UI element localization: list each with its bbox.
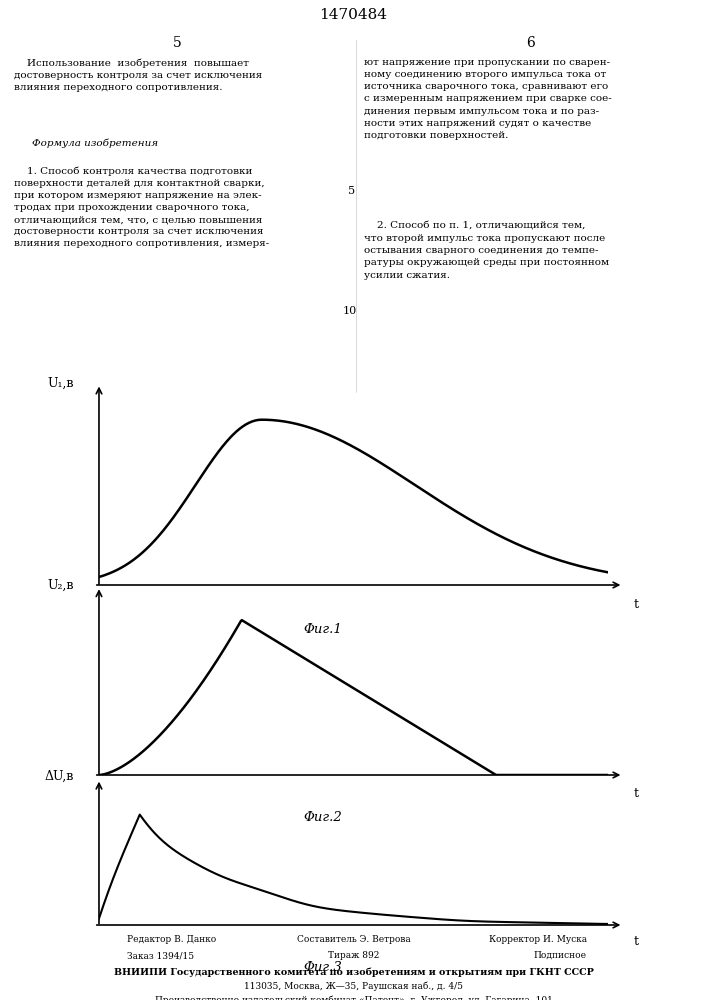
Text: Корректор И. Муска: Корректор И. Муска — [489, 935, 587, 944]
Text: 5: 5 — [173, 36, 181, 50]
Text: 10: 10 — [343, 306, 357, 316]
Text: Φиг.2: Φиг.2 — [303, 811, 342, 824]
Text: Формула изобретения: Формула изобретения — [33, 138, 158, 147]
Text: t: t — [633, 598, 638, 611]
Text: Использование  изобретения  повышает
достоверность контроля за счет исключения
в: Использование изобретения повышает досто… — [14, 58, 262, 104]
Text: Подписное: Подписное — [534, 951, 587, 960]
Text: t: t — [633, 935, 638, 948]
Text: U₂,в: U₂,в — [47, 579, 74, 592]
Text: 1. Способ контроля качества подготовки
поверхности деталей для контактной сварки: 1. Способ контроля качества подготовки п… — [14, 166, 269, 248]
Text: Тираж 892: Тираж 892 — [328, 951, 379, 960]
Text: ВНИИПИ Государственного комитета по изобретениям и открытиям при ГКНТ СССР: ВНИИПИ Государственного комитета по изоб… — [114, 967, 593, 977]
Text: Заказ 1394/15: Заказ 1394/15 — [127, 951, 194, 960]
Text: 5: 5 — [348, 186, 355, 196]
Text: ют напряжение при пропускании по сварен-
ному соединению второго импульса тока о: ют напряжение при пропускании по сварен-… — [364, 58, 612, 140]
Text: Производственно-издательский комбинат «Патент», г. Ужгород, ул. Гагарина, 101: Производственно-издательский комбинат «П… — [155, 995, 552, 1000]
Text: U₁,в: U₁,в — [47, 376, 74, 389]
Text: 6: 6 — [526, 36, 534, 50]
Text: Редактор В. Данко: Редактор В. Данко — [127, 935, 216, 944]
Text: Φиг.1: Φиг.1 — [303, 623, 342, 636]
Text: ΔU,в: ΔU,в — [44, 770, 74, 783]
Text: 1470484: 1470484 — [320, 8, 387, 22]
Text: 113035, Москва, Ж—35, Раушская наб., д. 4/5: 113035, Москва, Ж—35, Раушская наб., д. … — [244, 982, 463, 991]
Text: 2. Способ по п. 1, отличающийся тем,
что второй импульс тока пропускают после
ос: 2. Способ по п. 1, отличающийся тем, что… — [364, 222, 609, 280]
Text: t: t — [633, 787, 638, 800]
Text: Φиг.3: Φиг.3 — [303, 961, 342, 974]
Text: Составитель Э. Ветрова: Составитель Э. Ветрова — [297, 935, 410, 944]
